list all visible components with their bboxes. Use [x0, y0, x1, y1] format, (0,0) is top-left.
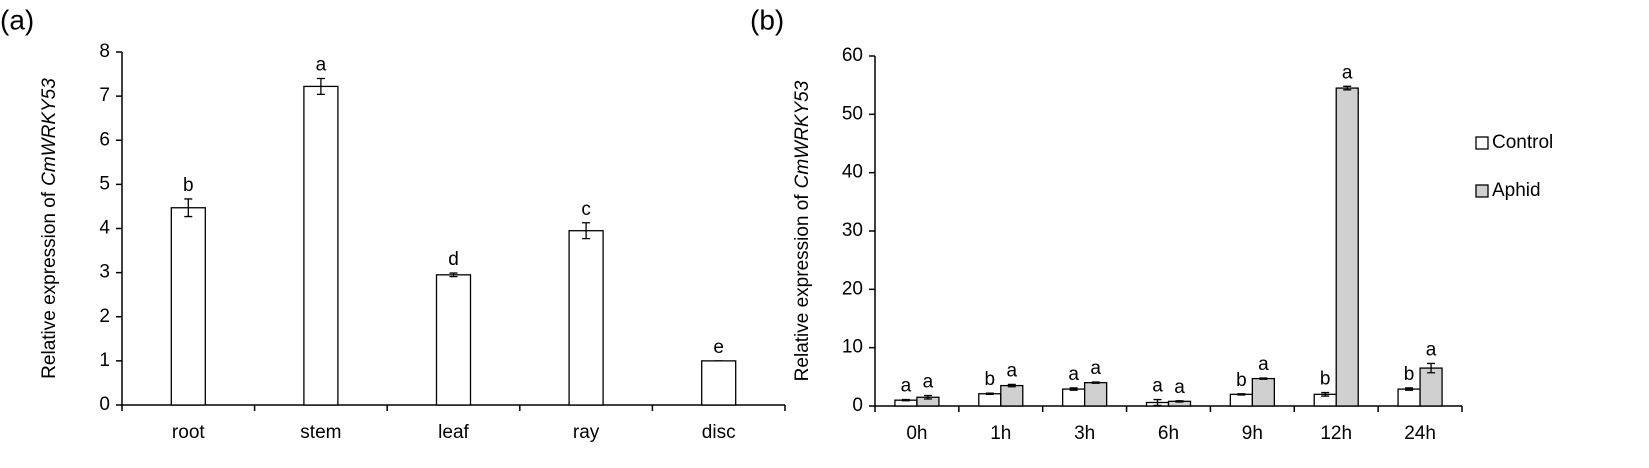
y-axis-title-gene: CmWRKY53: [39, 78, 60, 186]
y-tick-label: 6: [99, 129, 110, 150]
panel-label: (a): [0, 4, 34, 35]
bar: [1061, 388, 1086, 407]
significance-letter: a: [1152, 376, 1163, 397]
y-axis-title: Relative expression of CmWRKY53: [792, 80, 813, 381]
y-tick-label: 30: [842, 220, 863, 241]
bar: [1000, 384, 1024, 407]
bar: [170, 207, 206, 406]
significance-letter: a: [1006, 360, 1017, 381]
error-bar: [1259, 377, 1268, 380]
error-bar: [901, 398, 910, 402]
y-tick-label: 60: [842, 45, 863, 66]
y-axis-title-text: Relative expression of: [39, 191, 60, 379]
y-tick-label: 3: [99, 262, 110, 283]
x-tick-label: disc: [702, 422, 736, 443]
y-tick-label: 4: [99, 218, 110, 239]
y-tick-label: 20: [842, 278, 863, 299]
y-tick-label: 2: [99, 306, 110, 327]
bar: [1083, 382, 1108, 407]
significance-letter: b: [1236, 370, 1247, 391]
y-tick-label: 0: [852, 395, 863, 416]
y-tick-label: 7: [99, 85, 110, 106]
significance-letter: a: [1258, 354, 1269, 375]
error-bar: [1237, 393, 1246, 396]
bar: [568, 230, 604, 406]
error-bar: [582, 222, 591, 240]
legend-label: Control: [1492, 132, 1553, 153]
y-tick-label: 0: [99, 394, 110, 415]
error-bar: [316, 77, 325, 96]
significance-letter: a: [1342, 62, 1353, 83]
bar: [701, 360, 737, 406]
significance-letter: a: [1090, 358, 1101, 379]
y-tick-label: 10: [842, 337, 863, 358]
significance-letter: b: [1320, 369, 1331, 390]
significance-letter: c: [581, 199, 591, 220]
bar: [1397, 388, 1421, 407]
x-tick-label: ray: [573, 422, 600, 443]
error-bar: [1321, 391, 1330, 397]
error-bar: [1175, 400, 1184, 403]
bar: [435, 274, 472, 406]
x-tick-label: leaf: [438, 422, 469, 443]
significance-letter: b: [984, 369, 995, 390]
x-tick-label: 0h: [906, 423, 927, 444]
x-tick-label: root: [172, 422, 205, 443]
error-bar: [1153, 398, 1162, 407]
bar: [1251, 377, 1276, 407]
significance-letter: a: [1068, 364, 1079, 385]
legend-label: Aphid: [1492, 180, 1541, 201]
x-tick-label: 12h: [1320, 423, 1352, 444]
error-bar: [985, 392, 994, 395]
bar: [1229, 393, 1254, 407]
significance-letter: e: [713, 337, 724, 358]
y-tick-label: 8: [99, 41, 110, 62]
significance-letter: a: [1174, 377, 1185, 398]
error-bar: [1007, 383, 1016, 388]
y-tick-label: 5: [99, 173, 110, 194]
x-tick-label: stem: [300, 422, 341, 443]
significance-letter: a: [923, 372, 934, 393]
y-axis-title-gene: CmWRKY53: [792, 80, 813, 188]
error-bar: [923, 394, 932, 400]
legend-swatch: [1475, 136, 1489, 150]
bar: [1419, 367, 1443, 407]
error-bar: [1427, 362, 1436, 374]
x-tick-label: 1h: [990, 423, 1011, 444]
significance-letter: b: [1404, 364, 1415, 385]
bar: [1335, 87, 1359, 407]
significance-letter: a: [1426, 339, 1437, 360]
y-tick-label: 50: [842, 103, 863, 124]
significance-letter: a: [316, 54, 327, 75]
significance-letter: a: [901, 376, 912, 397]
error-bar: [1405, 387, 1414, 391]
error-bar: [1069, 387, 1078, 391]
significance-letter: d: [448, 249, 459, 270]
x-tick-label: 9h: [1242, 423, 1263, 444]
x-tick-label: 3h: [1074, 423, 1095, 444]
x-tick-label: 6h: [1158, 423, 1179, 444]
y-axis-title-text: Relative expression of: [792, 194, 813, 382]
bar: [303, 85, 339, 406]
error-bar: [1091, 381, 1100, 384]
error-bar: [449, 272, 458, 278]
legend-swatch: [1475, 184, 1489, 198]
significance-letter: b: [183, 175, 194, 196]
bar: [978, 393, 1002, 407]
error-bar: [184, 198, 193, 218]
x-tick-label: 24h: [1404, 423, 1436, 444]
y-tick-label: 1: [99, 350, 110, 371]
y-tick-label: 40: [842, 162, 863, 183]
error-bar: [1343, 85, 1352, 91]
panel-label: (b): [750, 4, 784, 35]
y-axis-title: Relative expression of CmWRKY53: [39, 78, 60, 379]
